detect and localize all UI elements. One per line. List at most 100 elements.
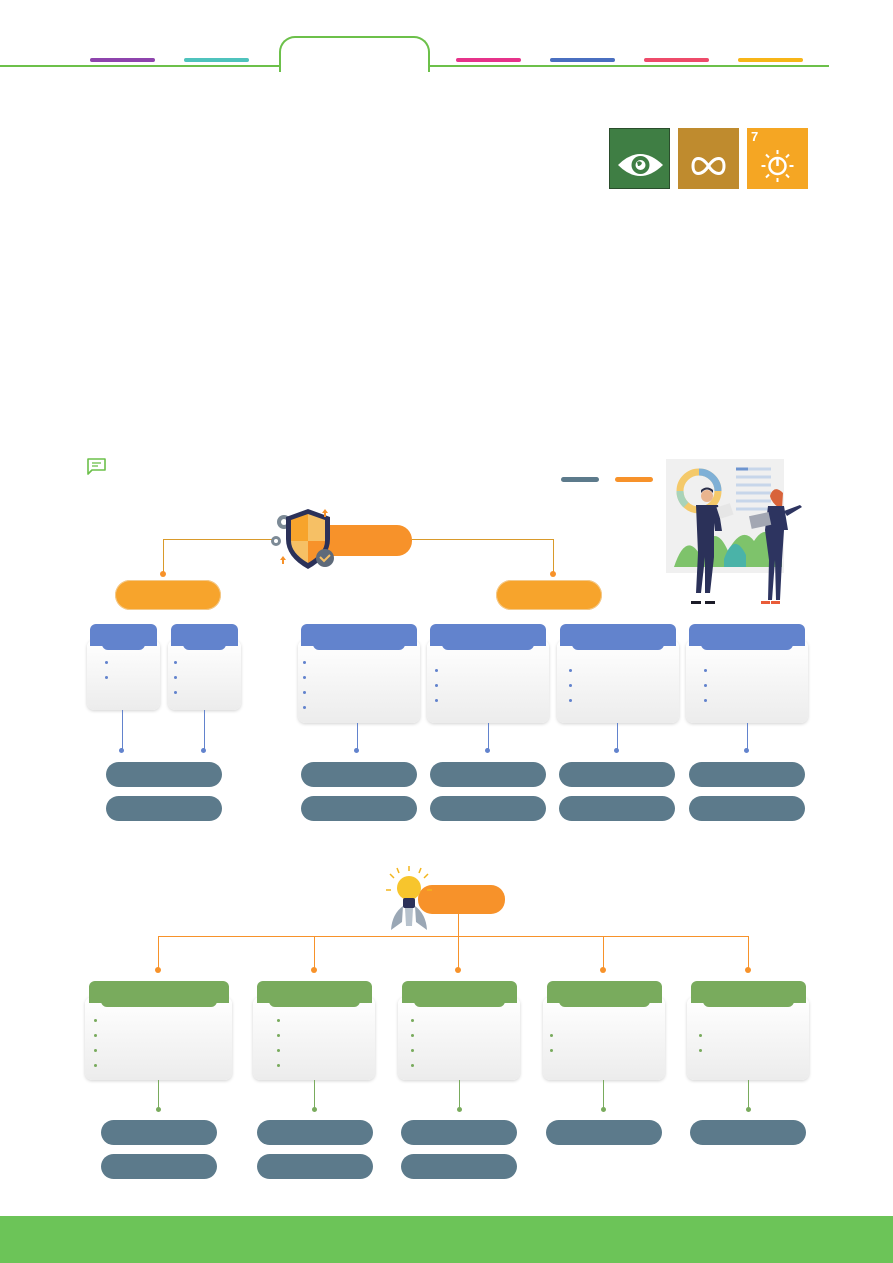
list-bullet: [105, 661, 108, 664]
list-bullet: [704, 699, 707, 702]
connector-line: [488, 723, 489, 750]
connector-line: [357, 723, 358, 750]
diagram1-card-header: [171, 624, 238, 650]
result-pill[interactable]: [559, 762, 675, 787]
connector-dot: [485, 748, 490, 753]
connector-line: [158, 936, 748, 937]
list-bullet: [435, 699, 438, 702]
result-pill[interactable]: [101, 1154, 217, 1179]
connector-line: [553, 539, 554, 573]
diagram1-card[interactable]: [298, 640, 420, 723]
list-bullet: [435, 684, 438, 687]
diagram2-card[interactable]: [543, 997, 665, 1080]
header-segment: [184, 58, 249, 62]
list-bullet: [411, 1049, 414, 1052]
result-pill[interactable]: [106, 796, 222, 821]
diagram2-center-node[interactable]: [418, 885, 505, 914]
result-pill[interactable]: [546, 1120, 662, 1145]
header-tab[interactable]: [279, 36, 430, 72]
list-bullet: [277, 1019, 280, 1022]
diagram1-card-header: [90, 624, 157, 650]
header-segment: [550, 58, 615, 62]
connector-dot: [550, 571, 556, 577]
connector-dot: [745, 967, 751, 973]
diagram2-card-header: [257, 981, 372, 1007]
list-bullet: [550, 1049, 553, 1052]
diagram2-card[interactable]: [687, 997, 809, 1080]
diagram2-card[interactable]: [398, 997, 520, 1080]
result-pill[interactable]: [101, 1120, 217, 1145]
diagram2-card-header: [402, 981, 517, 1007]
business-presentation-illustration: [666, 459, 802, 604]
connector-dot: [201, 748, 206, 753]
connector-dot: [457, 1107, 462, 1112]
infinity-icon: [691, 157, 726, 175]
result-pill[interactable]: [257, 1120, 373, 1145]
header-segment: [456, 58, 521, 62]
result-pill[interactable]: [301, 796, 417, 821]
connector-line: [163, 539, 279, 540]
sdg-badge-7: 7: [747, 128, 808, 189]
result-pill[interactable]: [559, 796, 675, 821]
result-pill[interactable]: [401, 1120, 517, 1145]
diagram2-card-header: [691, 981, 806, 1007]
diagram1-card-header: [430, 624, 546, 650]
list-bullet: [174, 676, 177, 679]
diagram1-branch-left[interactable]: [115, 580, 221, 610]
result-pill[interactable]: [690, 1120, 806, 1145]
list-bullet: [550, 1034, 553, 1037]
list-bullet: [303, 676, 306, 679]
list-bullet: [704, 684, 707, 687]
connector-line: [122, 710, 123, 750]
diagram1-card[interactable]: [557, 640, 679, 723]
diagram1-card-header: [301, 624, 417, 650]
diagram1-card-header: [689, 624, 805, 650]
connector-dot: [160, 571, 166, 577]
result-pill[interactable]: [257, 1154, 373, 1179]
diagram1-card-header: [560, 624, 676, 650]
list-bullet: [303, 691, 306, 694]
list-bullet: [699, 1049, 702, 1052]
shield-gear-icon: [271, 509, 334, 569]
diagram1-card[interactable]: [427, 640, 549, 723]
list-bullet: [277, 1049, 280, 1052]
result-pill[interactable]: [689, 796, 805, 821]
result-pill[interactable]: [301, 762, 417, 787]
header-segment: [90, 58, 155, 62]
diagram1-card[interactable]: [87, 640, 160, 710]
connector-line: [747, 723, 748, 750]
legend-swatch-orange: [615, 477, 653, 482]
connector-line: [163, 539, 164, 573]
result-pill[interactable]: [430, 796, 546, 821]
diagram1-card[interactable]: [686, 640, 808, 723]
diagram1-branch-right[interactable]: [496, 580, 602, 610]
connector-dot: [311, 967, 317, 973]
list-bullet: [94, 1064, 97, 1067]
connector-line: [158, 1080, 159, 1108]
diagram2-card[interactable]: [85, 997, 232, 1080]
list-bullet: [94, 1049, 97, 1052]
legend-swatch-slate: [561, 477, 599, 482]
list-bullet: [569, 699, 572, 702]
sun-power-icon: [761, 150, 794, 182]
result-pill[interactable]: [430, 762, 546, 787]
result-pill[interactable]: [106, 762, 222, 787]
diagram2-card[interactable]: [253, 997, 375, 1080]
list-bullet: [569, 669, 572, 672]
list-bullet: [303, 661, 306, 664]
result-pill[interactable]: [401, 1154, 517, 1179]
list-bullet: [94, 1034, 97, 1037]
connector-dot: [744, 748, 749, 753]
connector-dot: [119, 748, 124, 753]
connector-line: [204, 710, 205, 750]
eye-globe-icon: [618, 154, 663, 176]
result-pill[interactable]: [689, 762, 805, 787]
diagram1-card[interactable]: [168, 640, 241, 710]
connector-line: [412, 539, 553, 540]
sdg-badge-infinity: [678, 128, 739, 189]
list-bullet: [699, 1034, 702, 1037]
list-bullet: [569, 684, 572, 687]
diagram2-card-header: [547, 981, 662, 1007]
connector-dot: [354, 748, 359, 753]
list-bullet: [174, 691, 177, 694]
